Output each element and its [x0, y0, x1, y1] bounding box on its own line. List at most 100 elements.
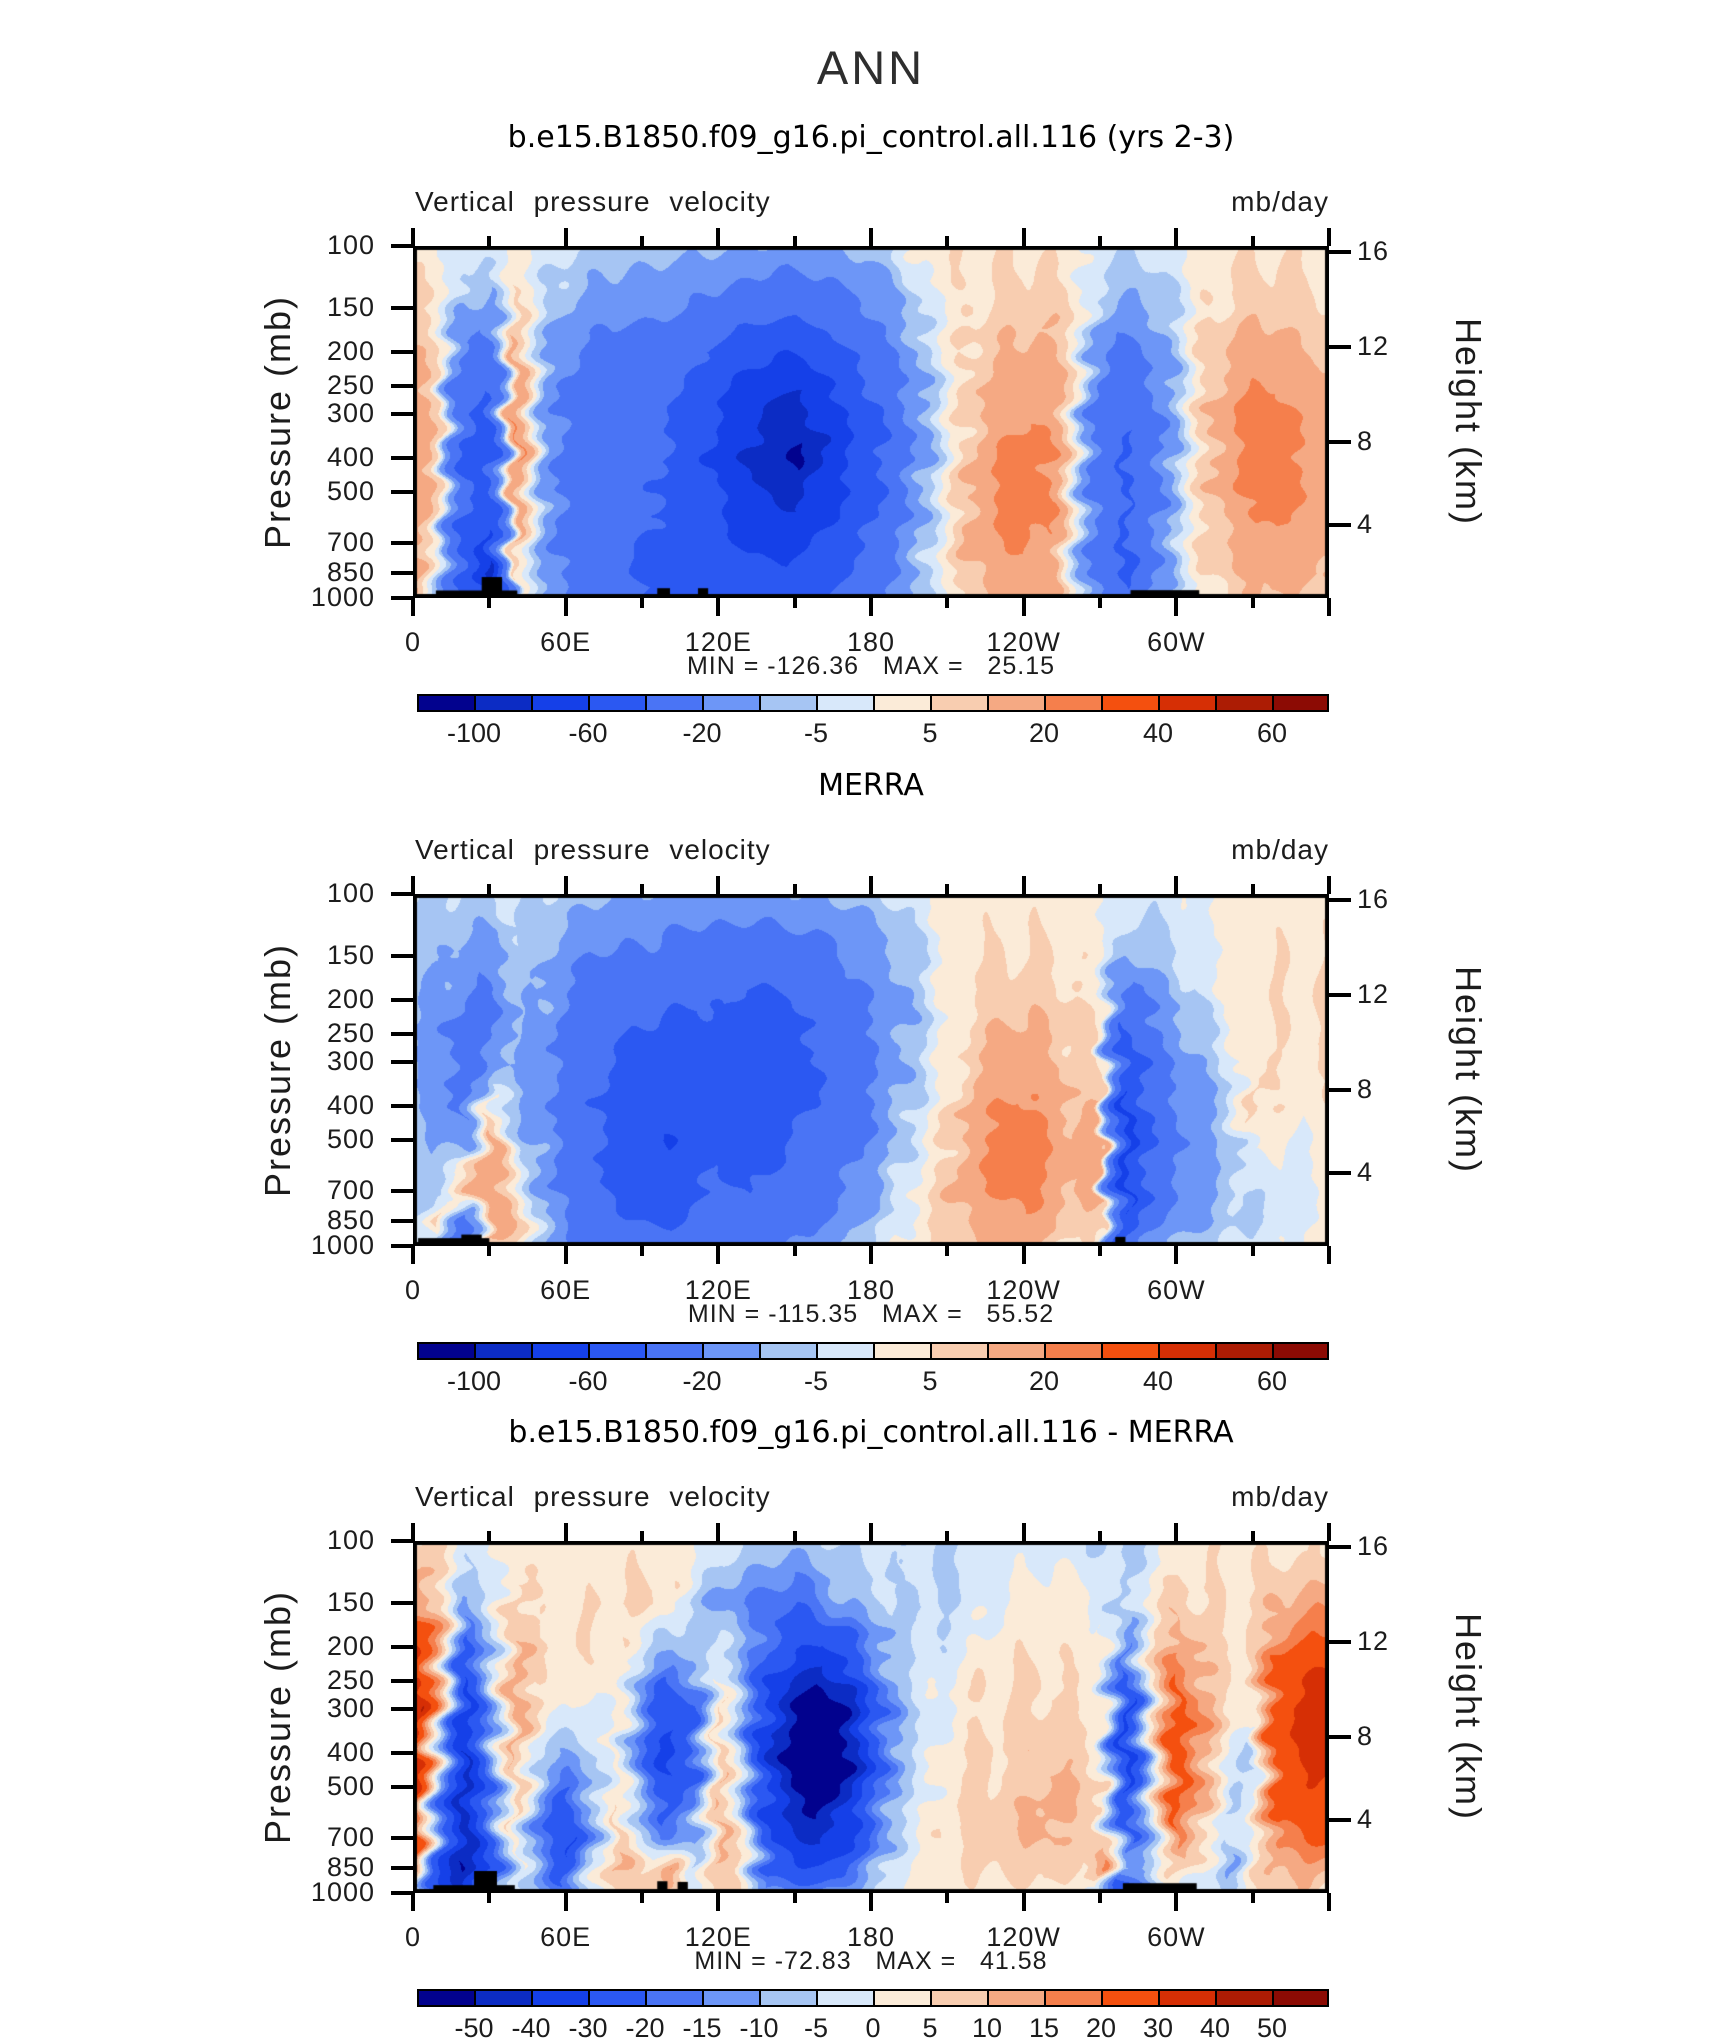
x-axis-tick-bottom	[1327, 598, 1331, 616]
contour-plot-difference: 0 60E 120E 180 120W 60W 100 150 200 250 300 400 500 7…	[311, 1523, 1388, 1952]
colorbar: -100 -60 -20 -5 5 20 40 60	[417, 1342, 1329, 1396]
x-axis-tick-bottom	[716, 1246, 721, 1264]
pressure-tick-label: 200	[326, 983, 375, 1014]
field-label: Vertical pressure velocity	[415, 1481, 771, 1512]
pressure-tick-label: 400	[326, 441, 375, 472]
x-axis-tick-bottom	[1098, 598, 1102, 608]
x-axis-tick-top	[716, 876, 721, 894]
pressure-tick	[391, 1138, 413, 1143]
colorbar-cell	[1101, 694, 1160, 712]
x-axis-tick-bottom	[1098, 1893, 1102, 1903]
x-axis-tick-top	[640, 236, 644, 246]
pressure-tick	[391, 953, 413, 958]
field-label: Vertical pressure velocity	[415, 834, 771, 865]
colorbar-cell	[1158, 1989, 1217, 2007]
pressure-tick	[391, 411, 413, 416]
pressure-tick	[391, 1836, 413, 1841]
lon-tick-label: 60W	[1147, 1275, 1206, 1305]
lon-tick-label: 120E	[684, 627, 752, 657]
colorbar-cell	[531, 694, 590, 712]
colorbar-cell	[417, 1989, 476, 2007]
x-axis-tick-top	[869, 228, 873, 246]
x-axis-tick-bottom	[1174, 1246, 1179, 1264]
colorbar-cell	[930, 1989, 989, 2007]
x-axis-tick-top	[792, 236, 797, 246]
x-axis-tick-top	[640, 1531, 644, 1541]
pressure-tick-label: 700	[326, 1822, 375, 1853]
contour-field	[413, 246, 1329, 598]
height-tick-label: 12	[1357, 1625, 1390, 1656]
colorbar-cell	[588, 694, 647, 712]
pressure-tick-label: 250	[326, 1665, 375, 1696]
pressure-tick-label: 700	[326, 527, 375, 558]
colorbar-tick-label: 5	[922, 718, 938, 748]
x-axis-tick-bottom	[640, 1893, 644, 1903]
contour-field	[413, 894, 1329, 1246]
x-axis-tick-bottom	[1021, 1246, 1026, 1264]
pressure-tick-label: 150	[326, 1586, 375, 1617]
colorbar-cell	[1158, 1342, 1217, 1360]
x-axis-tick-top	[869, 1523, 873, 1541]
pressure-tick	[391, 892, 413, 896]
pressure-tick	[391, 571, 413, 576]
pressure-tick-label: 500	[326, 1124, 375, 1155]
colorbar-cell	[1044, 1989, 1103, 2007]
x-axis-tick-top	[411, 228, 415, 246]
x-axis-tick-bottom	[1250, 1246, 1255, 1256]
x-axis-tick-bottom	[1250, 1893, 1255, 1903]
colorbar-tick-label: -50	[454, 2013, 494, 2038]
pressure-tick	[391, 1644, 413, 1649]
units-label: mb/day	[1231, 834, 1329, 865]
x-axis-tick-top	[1098, 236, 1102, 246]
x-axis-tick-top	[1174, 876, 1179, 894]
pressure-tick-label: 300	[326, 1045, 375, 1076]
lon-tick-label: 0	[404, 1275, 422, 1305]
pressure-tick-label: 100	[326, 1525, 375, 1555]
colorbar-tick-label: -5	[803, 718, 828, 748]
colorbar-cell	[531, 1342, 590, 1360]
colorbar-tick-label: -60	[568, 718, 608, 748]
lon-tick-label: 0	[404, 627, 422, 657]
colorbar-cell	[417, 1342, 476, 1360]
x-axis-tick-top	[1174, 1523, 1179, 1541]
colorbar-tick-label: 10	[971, 2013, 1003, 2038]
lon-tick-label: 180	[846, 1922, 896, 1952]
x-axis-tick-top	[487, 236, 492, 246]
colorbar-cell	[759, 1342, 818, 1360]
x-axis-tick-bottom	[1327, 1893, 1331, 1911]
colorbar-cell	[816, 694, 875, 712]
pressure-tick-label: 850	[326, 1852, 375, 1883]
colorbar-tick-label: -15	[682, 2013, 722, 2038]
colorbar-cell	[759, 1989, 818, 2007]
x-axis-tick-bottom	[563, 598, 568, 616]
height-tick-label: 12	[1357, 330, 1390, 361]
x-axis-tick-top	[1250, 884, 1255, 894]
colorbar-tick-label: -10	[739, 2013, 779, 2038]
figure-title: ANN	[816, 41, 926, 94]
minmax-label: MIN = -126.36 MAX = 25.15	[686, 652, 1056, 680]
colorbar-tick-label: 15	[1028, 2013, 1060, 2038]
colorbar-cell	[873, 1989, 932, 2007]
pressure-tick	[391, 1600, 413, 1605]
x-axis-tick-bottom	[1098, 1246, 1102, 1256]
pressure-tick-label: 200	[326, 335, 375, 366]
colorbar-cell	[645, 1989, 704, 2007]
pressure-tick	[391, 244, 413, 248]
pressure-tick-label: 300	[326, 1692, 375, 1723]
height-tick	[1329, 992, 1351, 997]
height-tick-label: 12	[1357, 978, 1390, 1009]
pressure-tick-label: 150	[326, 291, 375, 322]
x-axis-tick-bottom	[792, 598, 797, 608]
x-axis-tick-bottom	[1174, 598, 1179, 616]
colorbar-cell	[987, 1342, 1046, 1360]
height-tick-label: 4	[1357, 508, 1374, 539]
x-axis-tick-top	[411, 876, 415, 894]
pressure-tick	[391, 1032, 413, 1037]
x-axis-tick-top	[487, 884, 492, 894]
contour-field	[413, 1541, 1329, 1893]
colorbar-tick-label: -60	[568, 1366, 608, 1396]
x-axis-tick-bottom	[411, 598, 415, 616]
height-axis-title: Height (km)	[1448, 1612, 1489, 1822]
colorbar-tick-label: 20	[1028, 718, 1060, 748]
contour-plot-merra: 0 60E 120E 180 120W 60W 100 150 200 250 300 400 500 7…	[311, 876, 1388, 1305]
